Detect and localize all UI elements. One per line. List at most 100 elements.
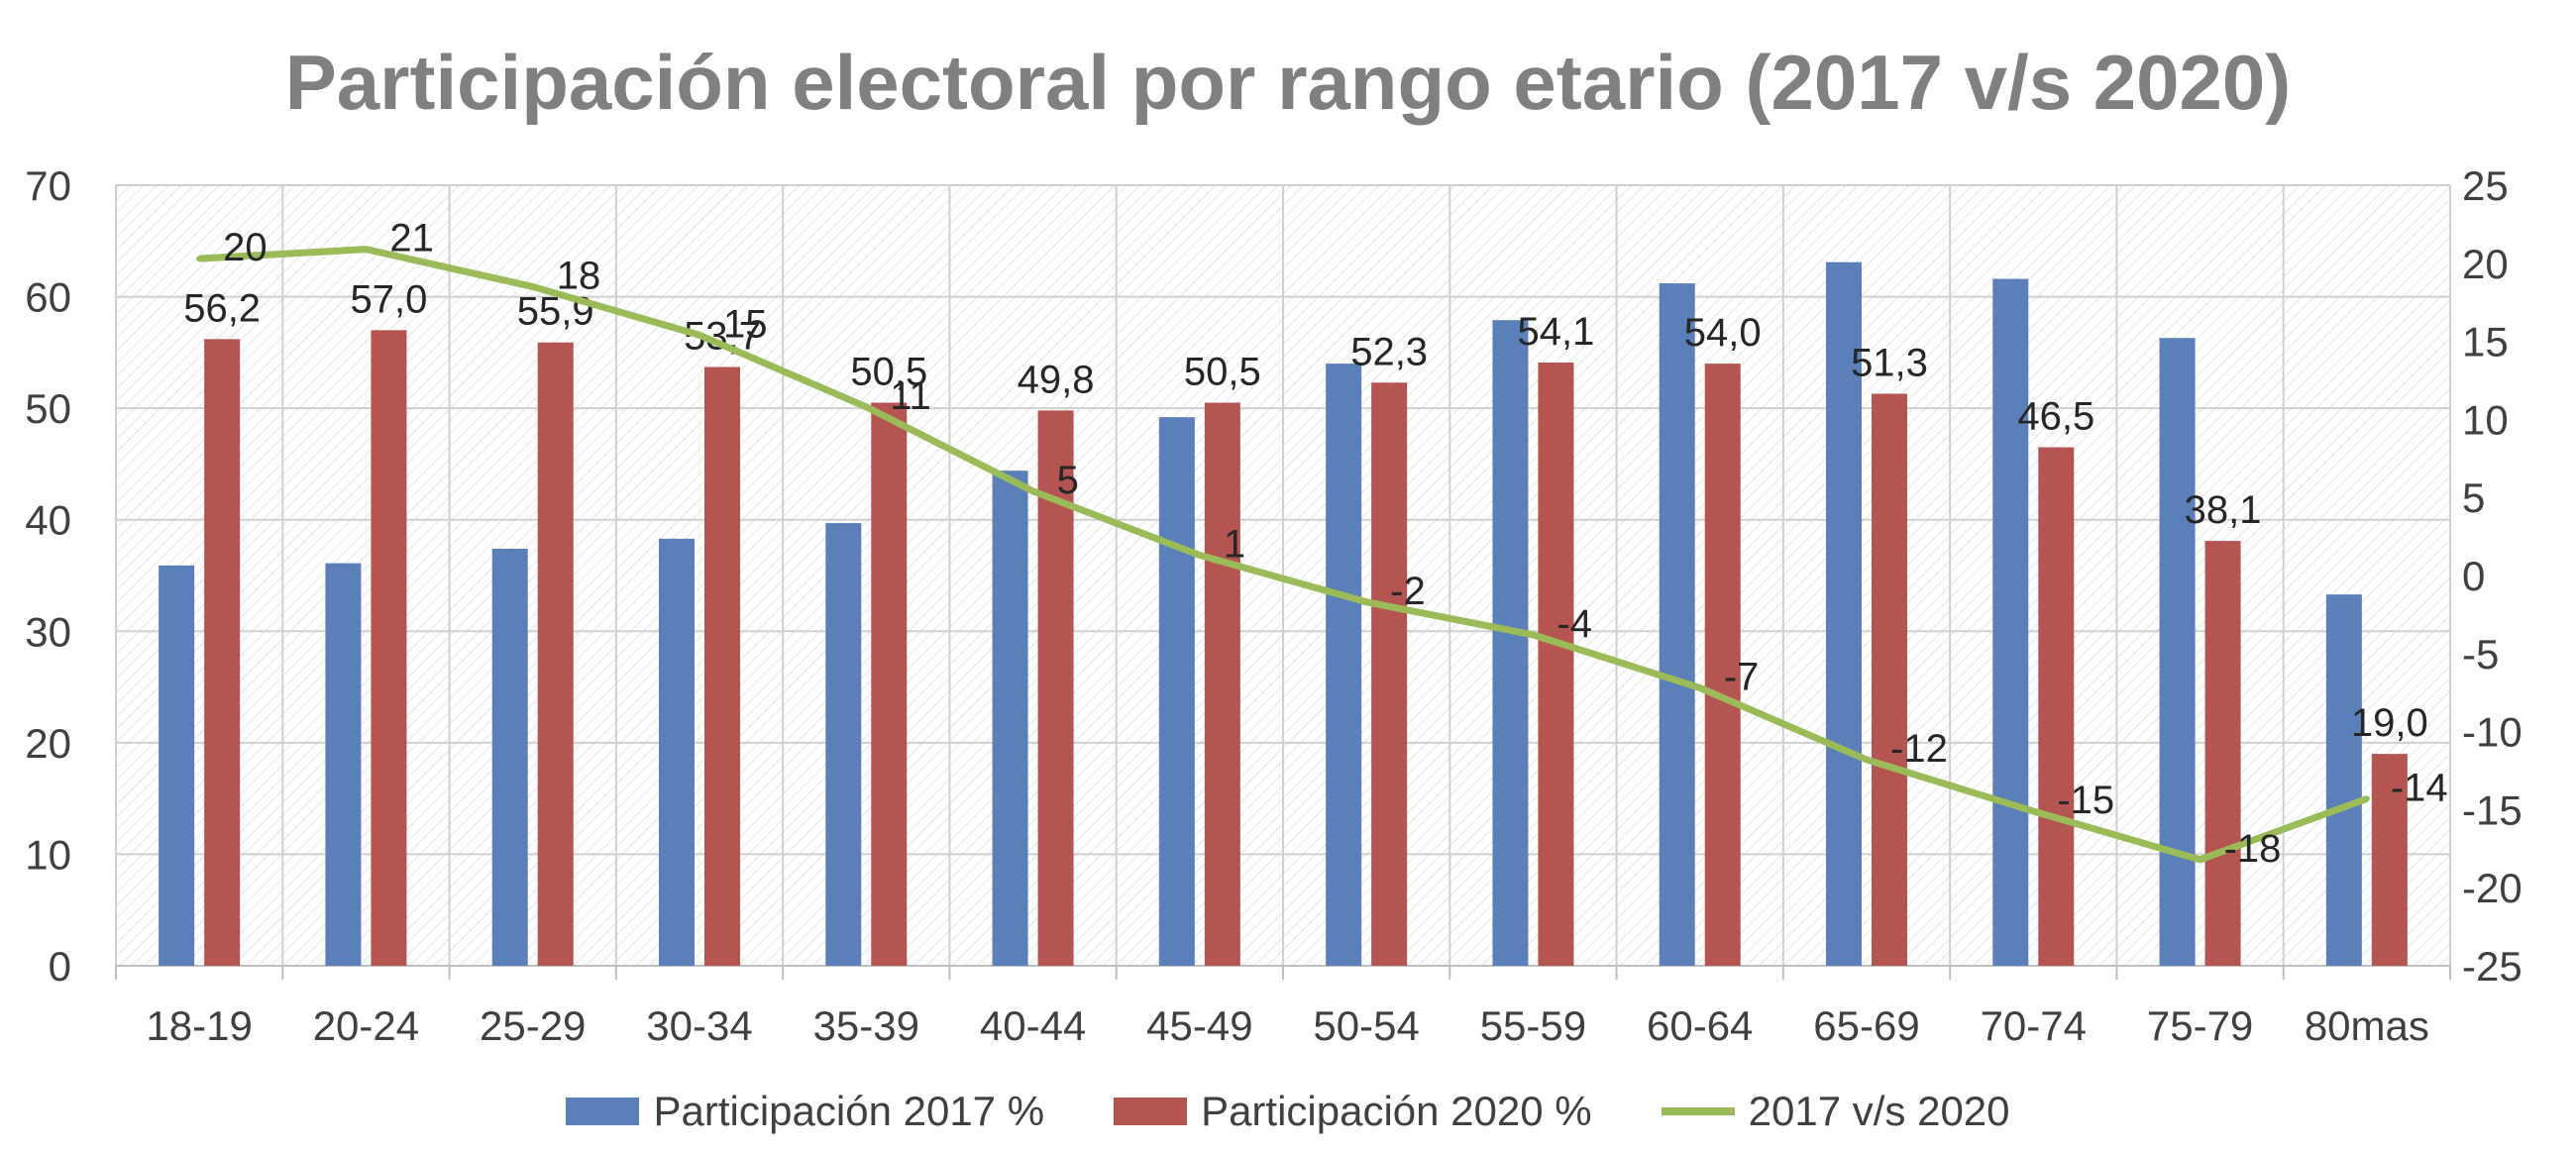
y-left-tick: 0	[49, 943, 71, 990]
legend-label-2020: Participación 2020 %	[1201, 1088, 1592, 1134]
chart-plot: 010203040506070-25-20-15-10-505101520251…	[25, 162, 2522, 1049]
data-label-diff: -14	[2391, 766, 2448, 809]
data-label-diff: 20	[223, 226, 268, 269]
data-label-2020: 19,0	[2351, 701, 2428, 745]
data-label-diff: 11	[890, 374, 931, 418]
data-label-2020: 54,1	[1517, 310, 1594, 354]
bar-2017	[1992, 278, 2029, 966]
data-label-2020: 50,5	[1184, 351, 1261, 394]
line-point	[1363, 598, 1370, 605]
bar-2020	[371, 330, 407, 966]
bar-2017	[2159, 338, 2196, 966]
bar-2017	[159, 565, 195, 966]
bar-2017	[1326, 364, 1362, 967]
bar-2017	[491, 548, 528, 966]
data-label-2020: 51,3	[1851, 342, 1928, 385]
y-left-tick: 60	[25, 274, 71, 321]
legend-swatch-diff	[1661, 1107, 1735, 1115]
bar-2020	[1704, 364, 1741, 967]
line-point	[2363, 795, 2370, 802]
bar-2017	[825, 523, 862, 966]
line-point	[697, 332, 702, 339]
data-label-diff: -15	[2057, 779, 2114, 822]
data-label-diff: 18	[557, 254, 601, 297]
y-left-tick: 20	[25, 720, 71, 767]
bar-2020	[204, 339, 241, 966]
bar-2020	[1538, 362, 1574, 966]
y-right-tick: 0	[2462, 553, 2485, 599]
bar-2020	[537, 342, 574, 966]
chart-title: Participación electoral por rango etario…	[284, 39, 2292, 126]
y-right-tick: 15	[2462, 319, 2509, 366]
line-point	[1196, 552, 1203, 559]
x-tick-label: 40-44	[980, 1002, 1086, 1049]
line-point	[1029, 487, 1036, 494]
data-label-diff: 15	[723, 302, 768, 346]
bar-2017	[1826, 262, 1862, 966]
legend-item-2020: Participación 2020 %	[1114, 1088, 1592, 1135]
bar-2020	[2204, 541, 2241, 966]
x-tick-label: 20-24	[313, 1002, 419, 1049]
data-label-diff: 5	[1057, 459, 1079, 502]
bar-2020	[1371, 382, 1408, 966]
y-left-tick: 10	[25, 831, 71, 878]
data-label-2020: 38,1	[2185, 488, 2262, 532]
x-tick-label: 30-34	[646, 1002, 752, 1049]
y-left-tick: 50	[25, 385, 71, 432]
bar-2020	[871, 402, 908, 966]
data-label-2020: 46,5	[2017, 395, 2094, 439]
y-left-tick: 40	[25, 497, 71, 544]
data-label-diff: -2	[1390, 570, 1426, 613]
y-right-tick: 20	[2462, 241, 2509, 287]
legend-label-diff: 2017 v/s 2020	[1748, 1088, 2010, 1134]
x-tick-label: 35-39	[813, 1002, 919, 1049]
bar-2017	[2325, 594, 2362, 966]
bar-2017	[1492, 320, 1529, 966]
y-left-tick: 30	[25, 608, 71, 655]
legend-item-2017: Participación 2017 %	[566, 1088, 1044, 1135]
data-label-2020: 52,3	[1350, 330, 1428, 373]
x-tick-label: 45-49	[1146, 1002, 1252, 1049]
bar-2020	[2038, 447, 2075, 966]
y-left-tick: 70	[25, 162, 71, 209]
x-tick-label: 25-29	[480, 1002, 586, 1049]
data-label-2020: 49,8	[1018, 358, 1095, 401]
bar-2017	[659, 538, 695, 966]
line-point	[1864, 756, 1870, 763]
y-right-tick: -20	[2462, 865, 2522, 911]
y-right-tick: 25	[2462, 162, 2509, 209]
x-tick-label: 75-79	[2147, 1002, 2253, 1049]
y-right-tick: -25	[2462, 943, 2522, 990]
data-label-diff: 1	[1224, 523, 1245, 567]
y-right-tick: -15	[2462, 786, 2522, 833]
bar-2020	[1204, 402, 1240, 966]
x-tick-label: 80mas	[2305, 1002, 2429, 1049]
line-point	[1696, 684, 1703, 691]
data-label-diff: 21	[389, 217, 434, 261]
y-right-tick: 5	[2462, 474, 2485, 521]
bar-2017	[1158, 417, 1195, 966]
x-tick-label: 50-54	[1313, 1002, 1419, 1049]
legend-label-2017: Participación 2017 %	[653, 1088, 1045, 1134]
bar-2017	[1659, 283, 1695, 966]
y-right-tick: -5	[2462, 631, 2499, 678]
line-2017-vs-2020	[198, 246, 2369, 864]
y-right-tick: 10	[2462, 396, 2509, 443]
line-point	[529, 283, 536, 290]
x-tick-label: 18-19	[146, 1002, 252, 1049]
line-point	[1530, 631, 1537, 638]
bar-2020	[704, 366, 740, 966]
data-label-2020: 54,0	[1684, 311, 1762, 355]
line-point	[2030, 807, 2037, 814]
legend: Participación 2017 % Participación 2020 …	[0, 1088, 2576, 1135]
line-point	[863, 403, 870, 410]
legend-swatch-2020	[1114, 1098, 1188, 1125]
y-right-tick: -10	[2462, 709, 2522, 756]
x-tick-label: 65-69	[1813, 1002, 1919, 1049]
legend-item-diff: 2017 v/s 2020	[1661, 1088, 2010, 1135]
legend-swatch-2017	[566, 1098, 640, 1125]
x-tick-label: 60-64	[1647, 1002, 1753, 1049]
data-label-2020: 56,2	[183, 286, 261, 330]
bar-2017	[325, 563, 362, 966]
line-point	[2197, 856, 2203, 863]
